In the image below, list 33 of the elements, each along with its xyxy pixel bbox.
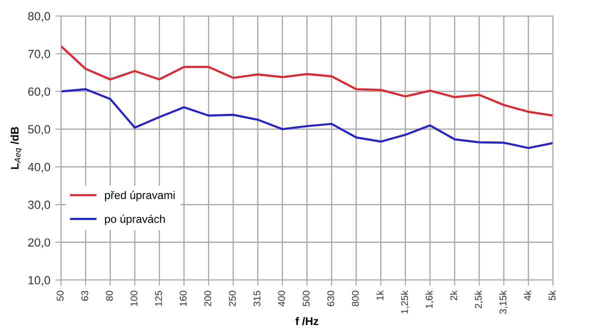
x-tick-label: 250 — [228, 290, 236, 306]
x-tick-label: 63 — [81, 290, 88, 301]
y-tick-label: 10,0 — [28, 276, 50, 286]
y-tick-label: 20,0 — [28, 238, 50, 248]
x-tick-label: 160 — [180, 290, 187, 306]
y-tick-label: 60,0 — [28, 87, 50, 98]
x-tick-label: 200 — [204, 290, 212, 306]
y-tick-label: 30,0 — [28, 200, 50, 210]
x-tick-label: 125 — [155, 290, 162, 306]
x-tick-label: 1,6k — [425, 290, 434, 308]
y-tick-label: 80,0 — [28, 12, 50, 22]
x-tick-label: 400 — [278, 290, 286, 306]
x-tick-label: 1k — [376, 290, 384, 300]
x-tick-label: 500 — [302, 290, 310, 306]
x-tick-label: 2,5k — [474, 290, 483, 308]
x-tick-label: 630 — [327, 290, 334, 306]
y-tick-label: 70,0 — [28, 50, 50, 60]
legend-label: po úpravách — [105, 214, 165, 226]
x-tick-label: 800 — [352, 290, 359, 306]
x-tick-label: 100 — [130, 290, 138, 306]
y-tick-label: 40,0 — [28, 162, 50, 173]
y-axis-title: L$_{Aeq}$ /dB — [10, 126, 22, 169]
x-tick-label: 3,15k — [499, 290, 508, 314]
x-tick-label: 2k — [450, 290, 458, 300]
y-tick-label: 50,0 — [28, 125, 50, 135]
x-axis-title: f /Hz — [295, 316, 318, 326]
legend-label: před úpravami — [105, 190, 175, 202]
x-tick-label: 80 — [106, 290, 113, 301]
x-tick-label: 4k — [524, 290, 531, 300]
x-tick-label: 1,25k — [400, 290, 410, 314]
x-tick-label: 50 — [56, 290, 64, 301]
x-tick-label: 315 — [254, 290, 260, 306]
x-tick-label: 5k — [548, 290, 556, 300]
